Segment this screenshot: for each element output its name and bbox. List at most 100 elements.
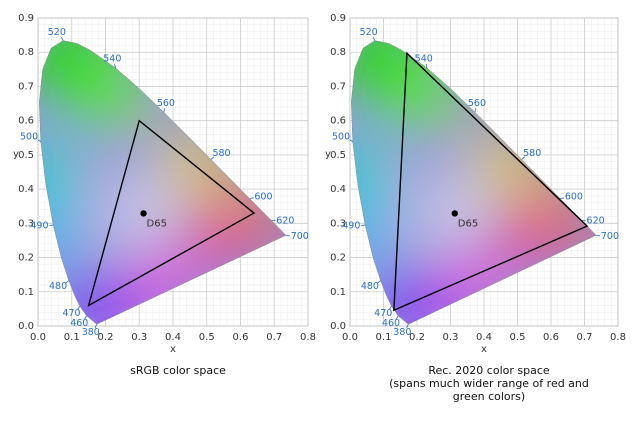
- wavelength-label: 700: [291, 231, 309, 242]
- x-tick-label: 0.1: [64, 332, 80, 343]
- wavelength-tick: [210, 156, 215, 160]
- x-axis-label: x: [481, 344, 487, 355]
- wavelength-label: 580: [212, 148, 230, 159]
- wavelength-tick: [474, 108, 476, 113]
- x-tick-label: 0.5: [199, 332, 215, 343]
- y-tick-label: 0.4: [330, 184, 346, 195]
- x-tick-label: 0.2: [98, 332, 114, 343]
- x-tick-label: 0.7: [577, 332, 593, 343]
- wavelength-label: 490: [30, 221, 48, 232]
- x-tick-label: 0.7: [266, 332, 282, 343]
- x-tick-label: 0.6: [233, 332, 249, 343]
- x-tick-label: 0.4: [165, 332, 181, 343]
- white-point: [451, 210, 458, 217]
- y-tick-label: 0.0: [330, 321, 346, 332]
- y-tick-label: 0.1: [18, 287, 34, 298]
- wavelength-tick: [425, 63, 428, 68]
- x-tick-label: 0.5: [510, 332, 526, 343]
- wavelength-label: 470: [374, 308, 392, 319]
- wavelength-label: 460: [70, 318, 88, 329]
- y-tick-label: 0.6: [330, 116, 346, 127]
- gamut-triangle: [393, 51, 589, 312]
- wavelength-tick: [163, 108, 165, 113]
- chart: 0.0 0.1 0.2 0.3 0.4 0.5 0.6 0.7 0.8 0.0 0.1 0.2 0.3 0…: [325, 13, 626, 403]
- x-tick-label: 0.2: [409, 332, 425, 343]
- y-tick-label: 0.8: [330, 47, 346, 58]
- wavelength-label: 500: [332, 131, 350, 142]
- y-tick-label: 0.2: [18, 253, 34, 264]
- wavelength-tick: [406, 324, 409, 329]
- x-axis-label: x: [170, 344, 176, 355]
- caption: (spans much wider range of red and: [389, 377, 589, 390]
- y-tick-label: 0.5: [330, 150, 346, 161]
- x-tick-label: 0.8: [610, 332, 626, 343]
- y-tick-label: 0.3: [18, 218, 34, 229]
- y-tick-label: 0.9: [18, 13, 34, 24]
- y-tick-label: 0.5: [18, 150, 34, 161]
- white-point-label: D65: [458, 218, 478, 229]
- x-tick-label: 0.0: [30, 332, 46, 343]
- caption: Rec. 2020 color space: [428, 364, 550, 377]
- wavelength-label: 540: [415, 54, 433, 65]
- y-tick-label: 0.0: [18, 321, 34, 332]
- wavelength-label: 520: [360, 27, 378, 38]
- x-tick-label: 0.3: [443, 332, 459, 343]
- x-tick-label: 0.3: [131, 332, 147, 343]
- x-tick-label: 0.8: [300, 332, 316, 343]
- white-point: [140, 210, 147, 217]
- y-tick-label: 0.1: [330, 287, 346, 298]
- wavelength-label: 520: [48, 27, 66, 38]
- x-tick-label: 0.1: [376, 332, 392, 343]
- chart: 0.0 0.1 0.2 0.3 0.4 0.5 0.6 0.7 0.8 0.0 0.1 0.2 0.3 0…: [13, 13, 316, 377]
- y-tick-label: 0.4: [18, 184, 34, 195]
- wavelength-tick: [37, 139, 41, 143]
- wavelength-tick: [559, 197, 565, 199]
- wavelength-tick: [372, 36, 376, 41]
- wavelength-tick: [521, 156, 525, 160]
- white-point-label: D65: [147, 218, 167, 229]
- wavelength-label: 460: [382, 318, 400, 329]
- y-tick-label: 0.2: [330, 253, 346, 264]
- wavelength-tick: [395, 315, 399, 320]
- wavelength-tick: [84, 315, 87, 320]
- y-tick-label: 0.3: [330, 218, 346, 229]
- wavelength-label: 560: [468, 98, 486, 109]
- color-fill: [39, 40, 286, 325]
- wavelength-label: 490: [342, 221, 360, 232]
- wavelength-tick: [349, 139, 353, 143]
- wavelength-label: 600: [254, 192, 272, 203]
- wavelength-tick: [65, 280, 70, 284]
- wavelength-label: 480: [49, 281, 67, 292]
- wavelength-label: 380: [82, 327, 100, 338]
- wavelength-tick: [596, 234, 601, 237]
- y-tick-label: 0.9: [330, 13, 346, 24]
- wavelength-tick: [114, 63, 116, 68]
- caption: green colors): [453, 390, 525, 403]
- y-tick-label: 0.6: [18, 116, 34, 127]
- wavelength-label: 600: [565, 192, 583, 203]
- wavelength-tick: [94, 324, 98, 329]
- wavelength-label: 620: [276, 216, 294, 227]
- x-tick-label: 0.4: [476, 332, 492, 343]
- spectral-locus: [351, 40, 597, 325]
- wavelength-tick: [249, 197, 254, 199]
- x-tick-label: 0.6: [543, 332, 559, 343]
- wavelength-label: 580: [523, 148, 541, 159]
- wavelength-tick: [377, 280, 381, 284]
- caption: sRGB color space: [130, 364, 226, 377]
- y-tick-label: 0.7: [330, 81, 346, 92]
- wavelength-label: 380: [393, 327, 411, 338]
- wavelength-tick: [388, 305, 392, 310]
- wavelength-tick: [60, 36, 64, 41]
- wavelength-tick: [285, 234, 290, 237]
- y-tick-label: 0.8: [18, 47, 34, 58]
- wavelength-label: 470: [62, 308, 80, 319]
- wavelength-label: 500: [20, 131, 38, 142]
- wavelength-label: 540: [103, 54, 121, 65]
- wavelength-label: 700: [601, 231, 619, 242]
- x-tick-label: 0.0: [342, 332, 358, 343]
- gamut-triangle: [87, 119, 256, 307]
- y-axis-label: y: [325, 149, 331, 160]
- wavelength-label: 480: [361, 281, 379, 292]
